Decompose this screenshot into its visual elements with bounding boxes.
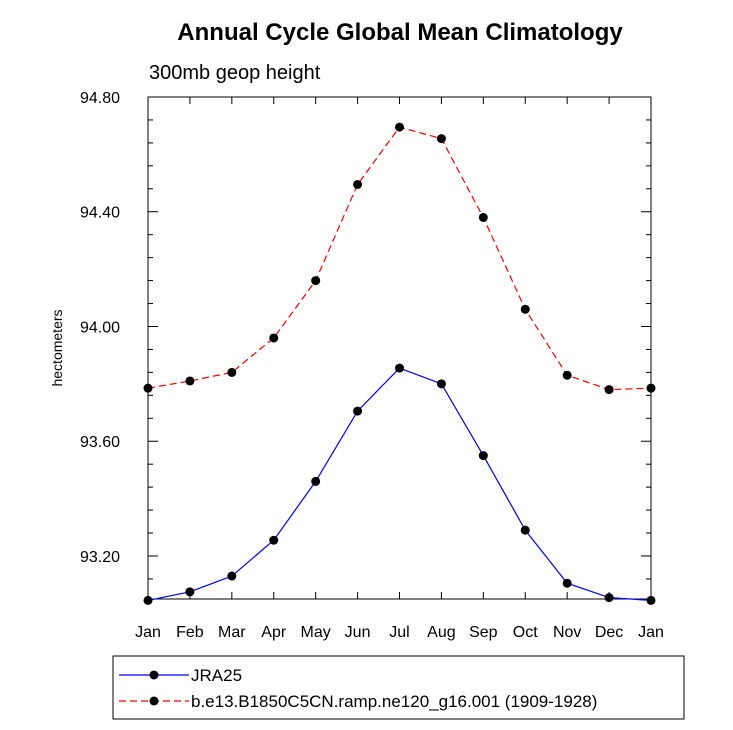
data-point <box>395 363 404 373</box>
legend: JRA25 b.e13.B1850C5CN.ramp.ne120_g16.001 … <box>112 655 685 720</box>
y-tick-label: 94.40 <box>80 205 120 222</box>
data-point <box>227 571 237 581</box>
data-point <box>478 212 488 222</box>
data-point <box>646 383 656 393</box>
x-tick-label: Apr <box>261 624 287 641</box>
data-point <box>436 134 446 144</box>
data-point <box>436 379 446 389</box>
data-point <box>520 525 530 535</box>
data-point <box>562 578 572 588</box>
x-tick-label: Dec <box>595 624 623 641</box>
data-point <box>478 451 488 461</box>
data-point <box>311 276 321 286</box>
plot-area: Jan Feb Mar Apr May Jun Jul Aug Sep Oct Nov Dec Jan 9… <box>80 90 664 641</box>
chart-title: Annual Cycle Global Mean Climatology <box>177 19 623 46</box>
x-tick-label: May <box>301 624 331 641</box>
data-point <box>562 370 572 380</box>
data-point <box>269 333 279 343</box>
data-point <box>311 476 321 486</box>
x-tick-label: Jul <box>389 624 409 641</box>
y-axis-label: hectometers <box>49 309 65 386</box>
legend-marker-2 <box>149 696 159 706</box>
x-tick-label: Jun <box>345 624 371 641</box>
x-tick-label: Jan <box>135 624 161 641</box>
series-line-2 <box>147 126 652 391</box>
legend-label-2: b.e13.B1850C5CN.ramp.ne120_g16.001 (1909… <box>191 692 597 711</box>
data-point <box>604 385 614 395</box>
legend-box <box>112 655 685 720</box>
series-line-1 <box>147 367 652 602</box>
x-tick-label: Sep <box>469 624 498 641</box>
data-point <box>353 406 363 416</box>
x-tick-label: Oct <box>513 624 538 641</box>
data-point <box>520 304 530 314</box>
y-tick-label: 94.00 <box>80 319 120 336</box>
legend-marker-1 <box>149 670 159 680</box>
data-point <box>227 367 237 377</box>
x-tick-label: Feb <box>176 624 204 641</box>
legend-label-1: JRA25 <box>191 666 242 685</box>
x-tick-label: Aug <box>427 624 455 641</box>
data-point <box>646 595 656 605</box>
data-point <box>353 179 363 189</box>
x-tick-label: Jan <box>638 624 664 641</box>
chart-subtitle: 300mb geop height <box>149 62 321 84</box>
data-point <box>395 122 404 132</box>
plot-frame <box>147 96 652 600</box>
y-tick-label: 94.80 <box>80 90 120 107</box>
data-point <box>143 383 153 393</box>
data-point <box>604 593 614 603</box>
x-tick-label: Nov <box>553 624 581 641</box>
data-point <box>185 376 195 386</box>
data-point <box>269 535 279 545</box>
data-point <box>143 595 153 605</box>
x-tick-label: Mar <box>218 624 246 641</box>
data-point <box>185 587 195 597</box>
y-tick-label: 93.20 <box>80 549 120 566</box>
y-tick-label: 93.60 <box>80 434 120 451</box>
